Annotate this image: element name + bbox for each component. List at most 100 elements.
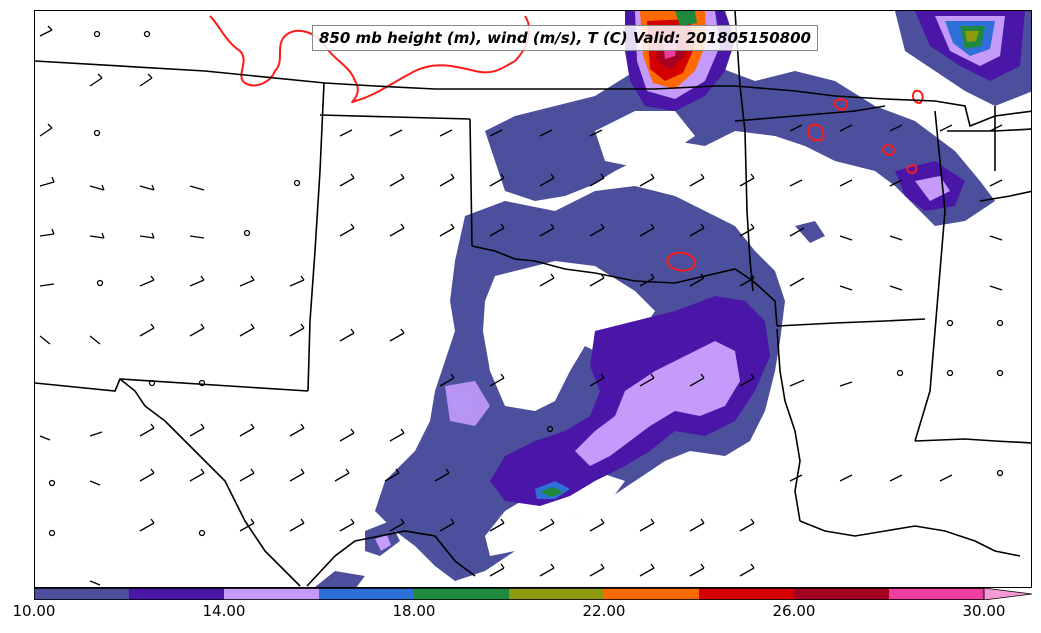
wind-barb xyxy=(89,184,105,191)
calm-circle xyxy=(996,319,1004,327)
colorbar-tick-label: 26.00 xyxy=(772,602,816,620)
wind-barb xyxy=(89,580,101,586)
wind-barb xyxy=(189,468,205,482)
contour-line-1 xyxy=(209,15,531,104)
contour-line-2 xyxy=(666,251,697,272)
shading-ne-lightpurple xyxy=(915,176,950,201)
wind-barb xyxy=(39,228,55,237)
wind-barb xyxy=(789,124,803,132)
wind-barb xyxy=(439,518,455,532)
wind-barb xyxy=(89,232,105,239)
wind-barb xyxy=(189,185,205,191)
colorbar-tick-label: 10.00 xyxy=(12,602,56,620)
wind-barb xyxy=(839,235,853,241)
wind-barb xyxy=(189,323,205,337)
colorbar-segment xyxy=(794,588,890,600)
wind-barb xyxy=(639,373,655,387)
wind-barb xyxy=(839,124,853,132)
wind-barb xyxy=(489,223,505,237)
wind-barb xyxy=(389,129,403,137)
colorbar-segment xyxy=(224,588,320,600)
border-line-15 xyxy=(799,520,1021,557)
border-line-10 xyxy=(471,245,778,327)
map-title: 850 mb height (m), wind (m/s), T (C) Val… xyxy=(312,25,818,51)
wind-barb xyxy=(389,518,405,532)
wind-barb xyxy=(189,423,205,437)
wind-barb xyxy=(789,277,805,287)
wind-barb xyxy=(139,468,155,482)
wind-barb xyxy=(539,173,555,187)
wind-barb xyxy=(989,124,1003,132)
wind-barb xyxy=(689,173,705,187)
shading-region-central xyxy=(375,186,785,581)
wind-barb xyxy=(339,518,355,532)
wind-barb xyxy=(939,124,953,132)
wind-barb xyxy=(489,173,505,187)
wind-barb xyxy=(639,563,655,577)
wind-barb xyxy=(839,381,853,387)
wind-barb xyxy=(89,335,101,345)
wind-barb xyxy=(789,179,803,187)
wind-barb xyxy=(89,431,103,437)
calm-circle xyxy=(546,425,554,433)
wind-barb xyxy=(989,179,1003,187)
wind-barb xyxy=(39,335,51,345)
calm-circle xyxy=(996,469,1004,477)
wind-barb xyxy=(339,328,355,342)
border-line-12 xyxy=(776,328,801,522)
state-borders xyxy=(35,11,1031,587)
wind-barb xyxy=(689,563,705,577)
calm-circle xyxy=(198,379,206,387)
wind-barb xyxy=(589,273,605,287)
wind-barb xyxy=(239,275,255,287)
contour-line-7 xyxy=(906,164,918,175)
colorbar-tick-label: 30.00 xyxy=(962,602,1006,620)
wind-barb xyxy=(589,173,605,187)
wind-barb xyxy=(589,518,605,532)
colorbar-segment xyxy=(129,588,225,600)
calm-circle xyxy=(93,30,101,38)
border-line-7 xyxy=(35,378,309,392)
wind-barb xyxy=(889,235,903,241)
wind-barb xyxy=(739,223,755,237)
colorbar-tick-label: 18.00 xyxy=(392,602,436,620)
wind-barb xyxy=(639,173,655,187)
wind-barb xyxy=(39,283,55,287)
wind-barb xyxy=(189,275,205,287)
border-line-8 xyxy=(319,114,471,120)
wind-barb xyxy=(489,129,503,137)
wind-barb xyxy=(539,129,553,137)
border-line-17 xyxy=(914,438,1031,444)
wind-barb xyxy=(289,275,305,287)
calm-circle xyxy=(946,369,954,377)
colorbar-segment xyxy=(889,588,985,600)
map-canvas xyxy=(35,11,1031,587)
wind-barb xyxy=(689,273,705,287)
calm-wind-markers xyxy=(48,30,1004,537)
wind-barb xyxy=(839,285,853,291)
wind-barb xyxy=(139,518,155,532)
colorbar-segment xyxy=(604,588,700,600)
wind-barb xyxy=(339,223,355,237)
wind-barb xyxy=(489,518,505,532)
wind-barbs xyxy=(39,25,1003,586)
wind-barb xyxy=(839,474,853,482)
wind-barb xyxy=(39,176,55,187)
wind-barb xyxy=(389,428,405,442)
colorbar-segment xyxy=(509,588,605,600)
border-line-4 xyxy=(734,105,886,122)
colorbar xyxy=(34,588,1032,600)
wind-barb xyxy=(434,468,450,482)
wind-barb xyxy=(339,129,353,137)
wind-barb xyxy=(439,373,455,387)
calm-circle xyxy=(198,529,206,537)
wind-barb xyxy=(439,129,453,137)
border-line-14 xyxy=(306,530,476,587)
wind-barb xyxy=(589,563,605,577)
calm-circle xyxy=(243,229,251,237)
wind-barb xyxy=(589,223,605,237)
wind-barb xyxy=(39,435,51,441)
shading-cell-4 xyxy=(375,535,391,551)
wind-barb xyxy=(339,173,355,187)
border-line-11 xyxy=(776,318,926,327)
